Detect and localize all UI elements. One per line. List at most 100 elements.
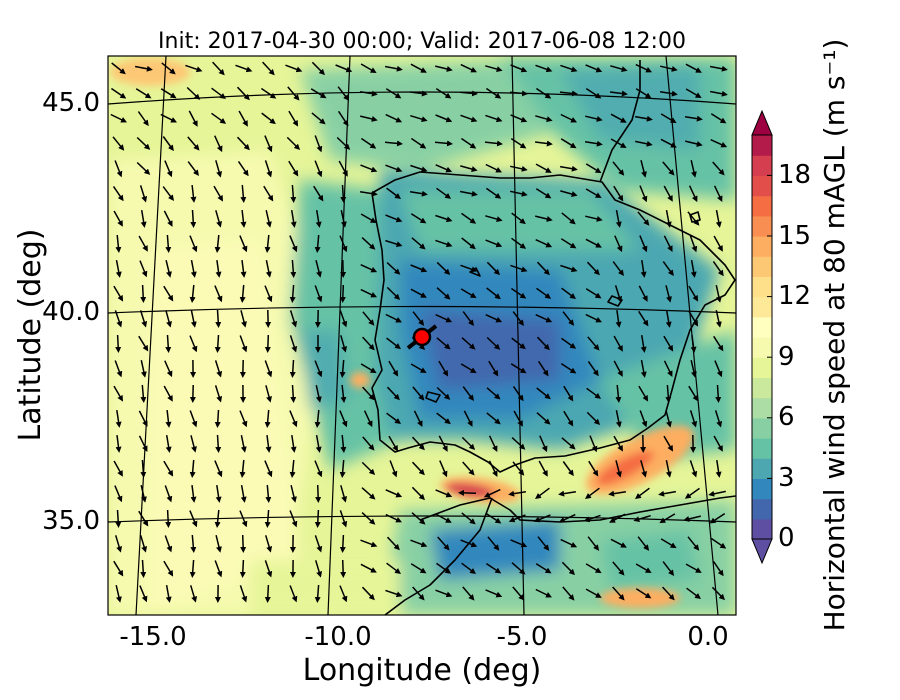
wind-arrow: [710, 139, 728, 148]
wind-arrow: [386, 386, 400, 401]
wind-arrow: [635, 588, 652, 599]
wind-arrow: [560, 362, 577, 374]
wind-arrow: [508, 490, 527, 497]
wind-arrow: [115, 435, 122, 453]
wind-arrow: [711, 586, 726, 601]
wind-arrow: [435, 314, 453, 323]
wind-arrow: [340, 434, 347, 453]
wind-arrow: [687, 211, 700, 226]
wind-arrow: [613, 335, 623, 352]
wind-arrow: [690, 334, 697, 353]
wind-arrow: [610, 90, 628, 97]
wind-arrow: [713, 185, 723, 203]
wind-arrow: [460, 363, 477, 374]
wind-arrow: [709, 90, 728, 97]
wind-arrow: [585, 64, 603, 73]
wind-arrow: [165, 234, 172, 253]
wind-arrow: [189, 284, 196, 303]
wind-arrow: [110, 113, 127, 123]
wind-arrow: [439, 460, 448, 478]
wind-arrow: [639, 235, 648, 253]
wind-arrow: [362, 336, 375, 351]
wind-arrow: [138, 435, 148, 452]
wind-arrow: [314, 560, 323, 578]
wind-arrow: [115, 585, 122, 603]
wind-arrow: [662, 586, 675, 601]
wind-arrow: [289, 310, 298, 328]
wind-arrow: [589, 435, 598, 453]
wind-arrow: [264, 560, 273, 578]
wind-arrow: [162, 136, 174, 152]
wind-arrow: [485, 87, 502, 99]
wind-arrow: [115, 409, 122, 428]
wind-arrow: [289, 410, 298, 428]
wind-arrow: [512, 461, 525, 476]
wind-arrow: [359, 90, 378, 97]
wind-arrow: [510, 539, 528, 548]
wind-arrow: [635, 563, 652, 574]
wind-arrow: [138, 335, 149, 352]
colorbar-segment: [752, 135, 772, 156]
wind-arrow: [639, 410, 648, 428]
wind-arrow: [361, 512, 376, 525]
wind-arrow: [164, 535, 173, 553]
wind-arrow: [714, 360, 723, 378]
wind-arrow: [461, 436, 476, 451]
colorbar-segment: [752, 498, 772, 520]
wind-arrow: [563, 410, 574, 427]
wind-arrow: [338, 160, 348, 177]
colorbar-segment: [752, 417, 772, 439]
wind-arrow: [337, 110, 349, 127]
wind-arrow: [339, 359, 346, 378]
wind-arrow: [161, 62, 176, 75]
wind-arrow: [535, 188, 552, 199]
wind-arrow: [265, 260, 272, 278]
wind-arrow: [688, 310, 699, 327]
wind-arrow: [360, 213, 377, 224]
cb-tick-3: 3: [778, 463, 795, 493]
iberia-coast: [371, 171, 736, 473]
wind-arrow: [314, 234, 321, 253]
wind-arrow: [138, 410, 148, 427]
wind-arrow: [437, 536, 450, 551]
wind-arrow: [386, 536, 400, 551]
wind-arrow: [410, 264, 428, 273]
wind-arrow: [339, 410, 348, 428]
wind-arrow: [559, 165, 578, 172]
wind-arrow: [435, 489, 453, 498]
wind-arrow: [214, 360, 223, 378]
wind-arrow: [712, 161, 725, 176]
wind-arrow: [385, 113, 403, 123]
wind-arrow: [640, 359, 647, 378]
wind-arrow: [215, 309, 222, 328]
wind-arrow: [715, 384, 722, 403]
wind-arrow: [634, 487, 650, 499]
wind-arrow: [537, 360, 549, 377]
wind-arrow: [685, 140, 703, 147]
wind-arrow: [665, 410, 672, 428]
wind-arrow: [386, 562, 401, 574]
wind-arrow: [438, 435, 448, 452]
wind-arrow: [411, 436, 425, 451]
wind-arrow: [609, 513, 626, 523]
x-ticks: -15.0 -10.0 -5.0 0.0: [119, 622, 728, 652]
wind-arrow: [509, 90, 528, 97]
wind-arrow: [262, 61, 275, 76]
wind-arrow: [290, 209, 297, 228]
wind-arrow: [587, 536, 600, 551]
wind-arrow: [615, 460, 622, 478]
colorbar-segment: [752, 195, 772, 217]
wind-arrow: [188, 110, 198, 127]
wind-arrow: [388, 435, 399, 452]
wind-arrow: [410, 563, 427, 574]
wind-arrow: [190, 534, 197, 553]
y-tick-40: 40.0: [42, 297, 100, 327]
wind-arrow: [658, 490, 677, 497]
wind-arrow: [339, 310, 348, 328]
wind-arrow: [614, 285, 623, 303]
wind-arrow: [535, 163, 552, 173]
wind-arrow: [563, 385, 574, 402]
wind-arrow: [635, 88, 652, 99]
wind-arrow: [460, 114, 478, 123]
wind-arrow: [189, 585, 198, 603]
